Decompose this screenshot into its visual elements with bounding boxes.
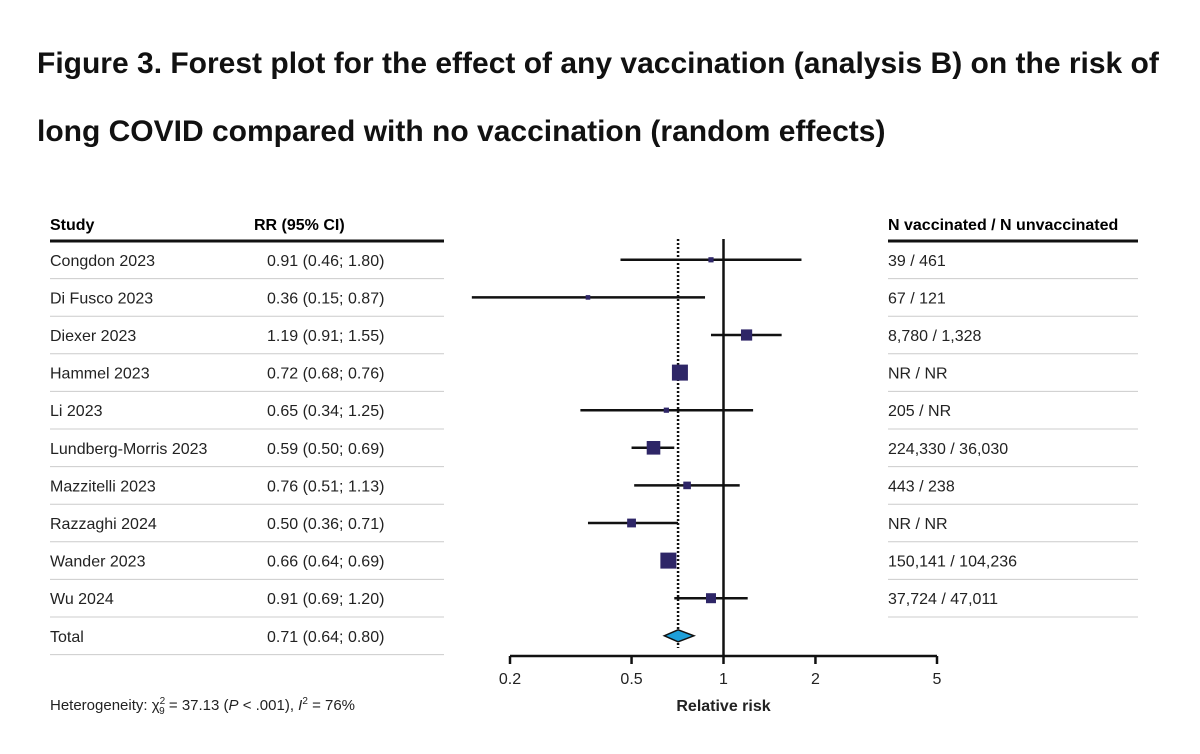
heterogeneity-prefix: Heterogeneity:: [50, 697, 152, 714]
figure-title-line-2: long COVID compared with no vaccination …: [37, 115, 886, 148]
study-name-li-2023: Li 2023: [50, 403, 103, 420]
n-counts-diexer-2023: 8,780 / 1,328: [888, 328, 982, 345]
figure-title: Figure 3. Forest plot for the effect of …: [37, 30, 1187, 166]
effect-square-wu-2024: [705, 593, 716, 604]
p-symbol: P: [229, 697, 239, 714]
n-counts-lundberg-morris-2023: 224,330 / 36,030: [888, 441, 1008, 458]
effect-square-diexer-2023: [740, 329, 753, 341]
column-header-rr: RR (95% CI): [254, 217, 345, 234]
n-counts-congdon-2023: 39 / 461: [888, 253, 946, 270]
n-counts-wander-2023: 150,141 / 104,236: [888, 554, 1017, 571]
study-name-total: Total: [50, 629, 84, 646]
n-counts-di-fusco-2023: 67 / 121: [888, 290, 946, 307]
study-name-congdon-2023: Congdon 2023: [50, 253, 155, 270]
rr-ci-total: 0.71 (0.64; 0.80): [267, 629, 384, 646]
rr-ci-hammel-2023: 0.72 (0.68; 0.76): [267, 366, 384, 383]
rr-ci-razzaghi-2024: 0.50 (0.36; 0.71): [267, 516, 384, 533]
n-counts-wu-2024: 37,724 / 47,011: [888, 591, 998, 608]
rr-ci-mazzitelli-2023: 0.76 (0.51; 1.13): [267, 478, 384, 495]
column-header-n: N vaccinated / N unvaccinated: [888, 217, 1118, 234]
effect-square-mazzitelli-2023: [683, 481, 691, 490]
n-counts-li-2023: 205 / NR: [888, 403, 951, 420]
i-symbol: I: [298, 697, 302, 714]
study-name-lundberg-morris-2023: Lundberg-Morris 2023: [50, 441, 208, 458]
x-tick-label: 5: [933, 671, 942, 688]
rr-ci-lundberg-morris-2023: 0.59 (0.50; 0.69): [267, 441, 384, 458]
study-name-mazzitelli-2023: Mazzitelli 2023: [50, 478, 156, 495]
effect-square-lundberg-morris-2023: [646, 441, 661, 455]
chi-value: = 37.13 (: [165, 697, 229, 714]
i-superscript: 2: [302, 696, 308, 707]
figure-title-line-1: Figure 3. Forest plot for the effect of …: [37, 47, 1159, 80]
study-name-hammel-2023: Hammel 2023: [50, 366, 150, 383]
table-rows: Congdon 2023 0.91 (0.46; 1.80) 39 / 461 Di …: [50, 253, 1138, 656]
rr-ci-wander-2023: 0.66 (0.64; 0.69): [267, 554, 384, 571]
effect-square-di-fusco-2023: [585, 295, 591, 300]
study-name-wu-2024: Wu 2024: [50, 591, 114, 608]
pooled-diamond: [662, 628, 697, 643]
effect-square-congdon-2023: [708, 257, 714, 263]
rr-ci-di-fusco-2023: 0.36 (0.15; 0.87): [267, 290, 384, 307]
n-counts-mazzitelli-2023: 443 / 238: [888, 478, 955, 495]
x-axis-title: Relative risk: [676, 698, 770, 715]
column-header-study: Study: [50, 217, 95, 234]
heterogeneity-note: Heterogeneity: χ2 9 = 37.13 (P < .001), I…: [50, 696, 355, 717]
chi-superscript: 2: [160, 696, 166, 707]
rr-ci-congdon-2023: 0.91 (0.46; 1.80): [267, 253, 384, 270]
n-counts-razzaghi-2024: NR / NR: [888, 516, 948, 533]
rr-ci-diexer-2023: 1.19 (0.91; 1.55): [267, 328, 384, 345]
rr-ci-wu-2024: 0.91 (0.69; 1.20): [267, 591, 384, 608]
effect-square-razzaghi-2024: [627, 518, 636, 528]
chi-subscript: 9: [159, 706, 165, 717]
effect-square-hammel-2023: [671, 364, 688, 381]
rr-ci-li-2023: 0.65 (0.34; 1.25): [267, 403, 384, 420]
study-name-razzaghi-2024: Razzaghi 2024: [50, 516, 157, 533]
study-name-di-fusco-2023: Di Fusco 2023: [50, 290, 153, 307]
study-name-wander-2023: Wander 2023: [50, 554, 146, 571]
n-counts-hammel-2023: NR / NR: [888, 366, 948, 383]
effect-square-li-2023: [663, 407, 669, 413]
chi-symbol: χ: [152, 697, 160, 714]
i-value: = 76%: [308, 697, 355, 714]
effect-square-wander-2023: [660, 552, 677, 569]
x-tick-label: 2: [811, 671, 820, 688]
plot-area: [471, 239, 802, 656]
x-tick-label: 0.2: [499, 671, 521, 688]
x-tick-label: 0.5: [620, 671, 642, 688]
x-axis: 0.2 0.5 1 2 5 Relative risk: [499, 654, 942, 715]
study-name-diexer-2023: Diexer 2023: [50, 328, 136, 345]
p-value: < .001),: [239, 697, 299, 714]
x-tick-label: 1: [719, 671, 728, 688]
